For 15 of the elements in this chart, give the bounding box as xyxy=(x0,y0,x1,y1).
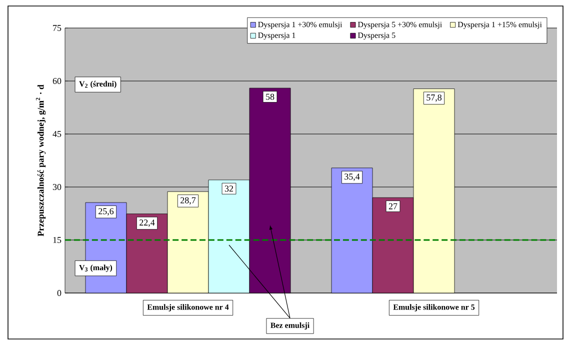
data-label: 27 xyxy=(388,203,398,210)
y-tick-label: 15 xyxy=(53,236,62,244)
data-label: 58 xyxy=(266,94,274,100)
data-label: 35,4 xyxy=(344,174,360,181)
data-label: 25,6 xyxy=(98,208,114,216)
y-axis-title: Przepuszczalność pary wodnej, g/m$^{2}$ · d xyxy=(36,84,46,236)
data-label: 32 xyxy=(224,186,233,192)
y-tick-label: 45 xyxy=(52,131,62,138)
y-tick-label: 75 xyxy=(53,25,62,31)
y-tick-label: 60 xyxy=(52,78,62,84)
data-label: 28,7 xyxy=(180,197,196,205)
y-tick-label: 0 xyxy=(57,290,62,296)
data-label: 22,4 xyxy=(140,220,155,227)
y-tick-label: 30 xyxy=(52,184,62,190)
data-label: 57,8 xyxy=(426,94,442,102)
